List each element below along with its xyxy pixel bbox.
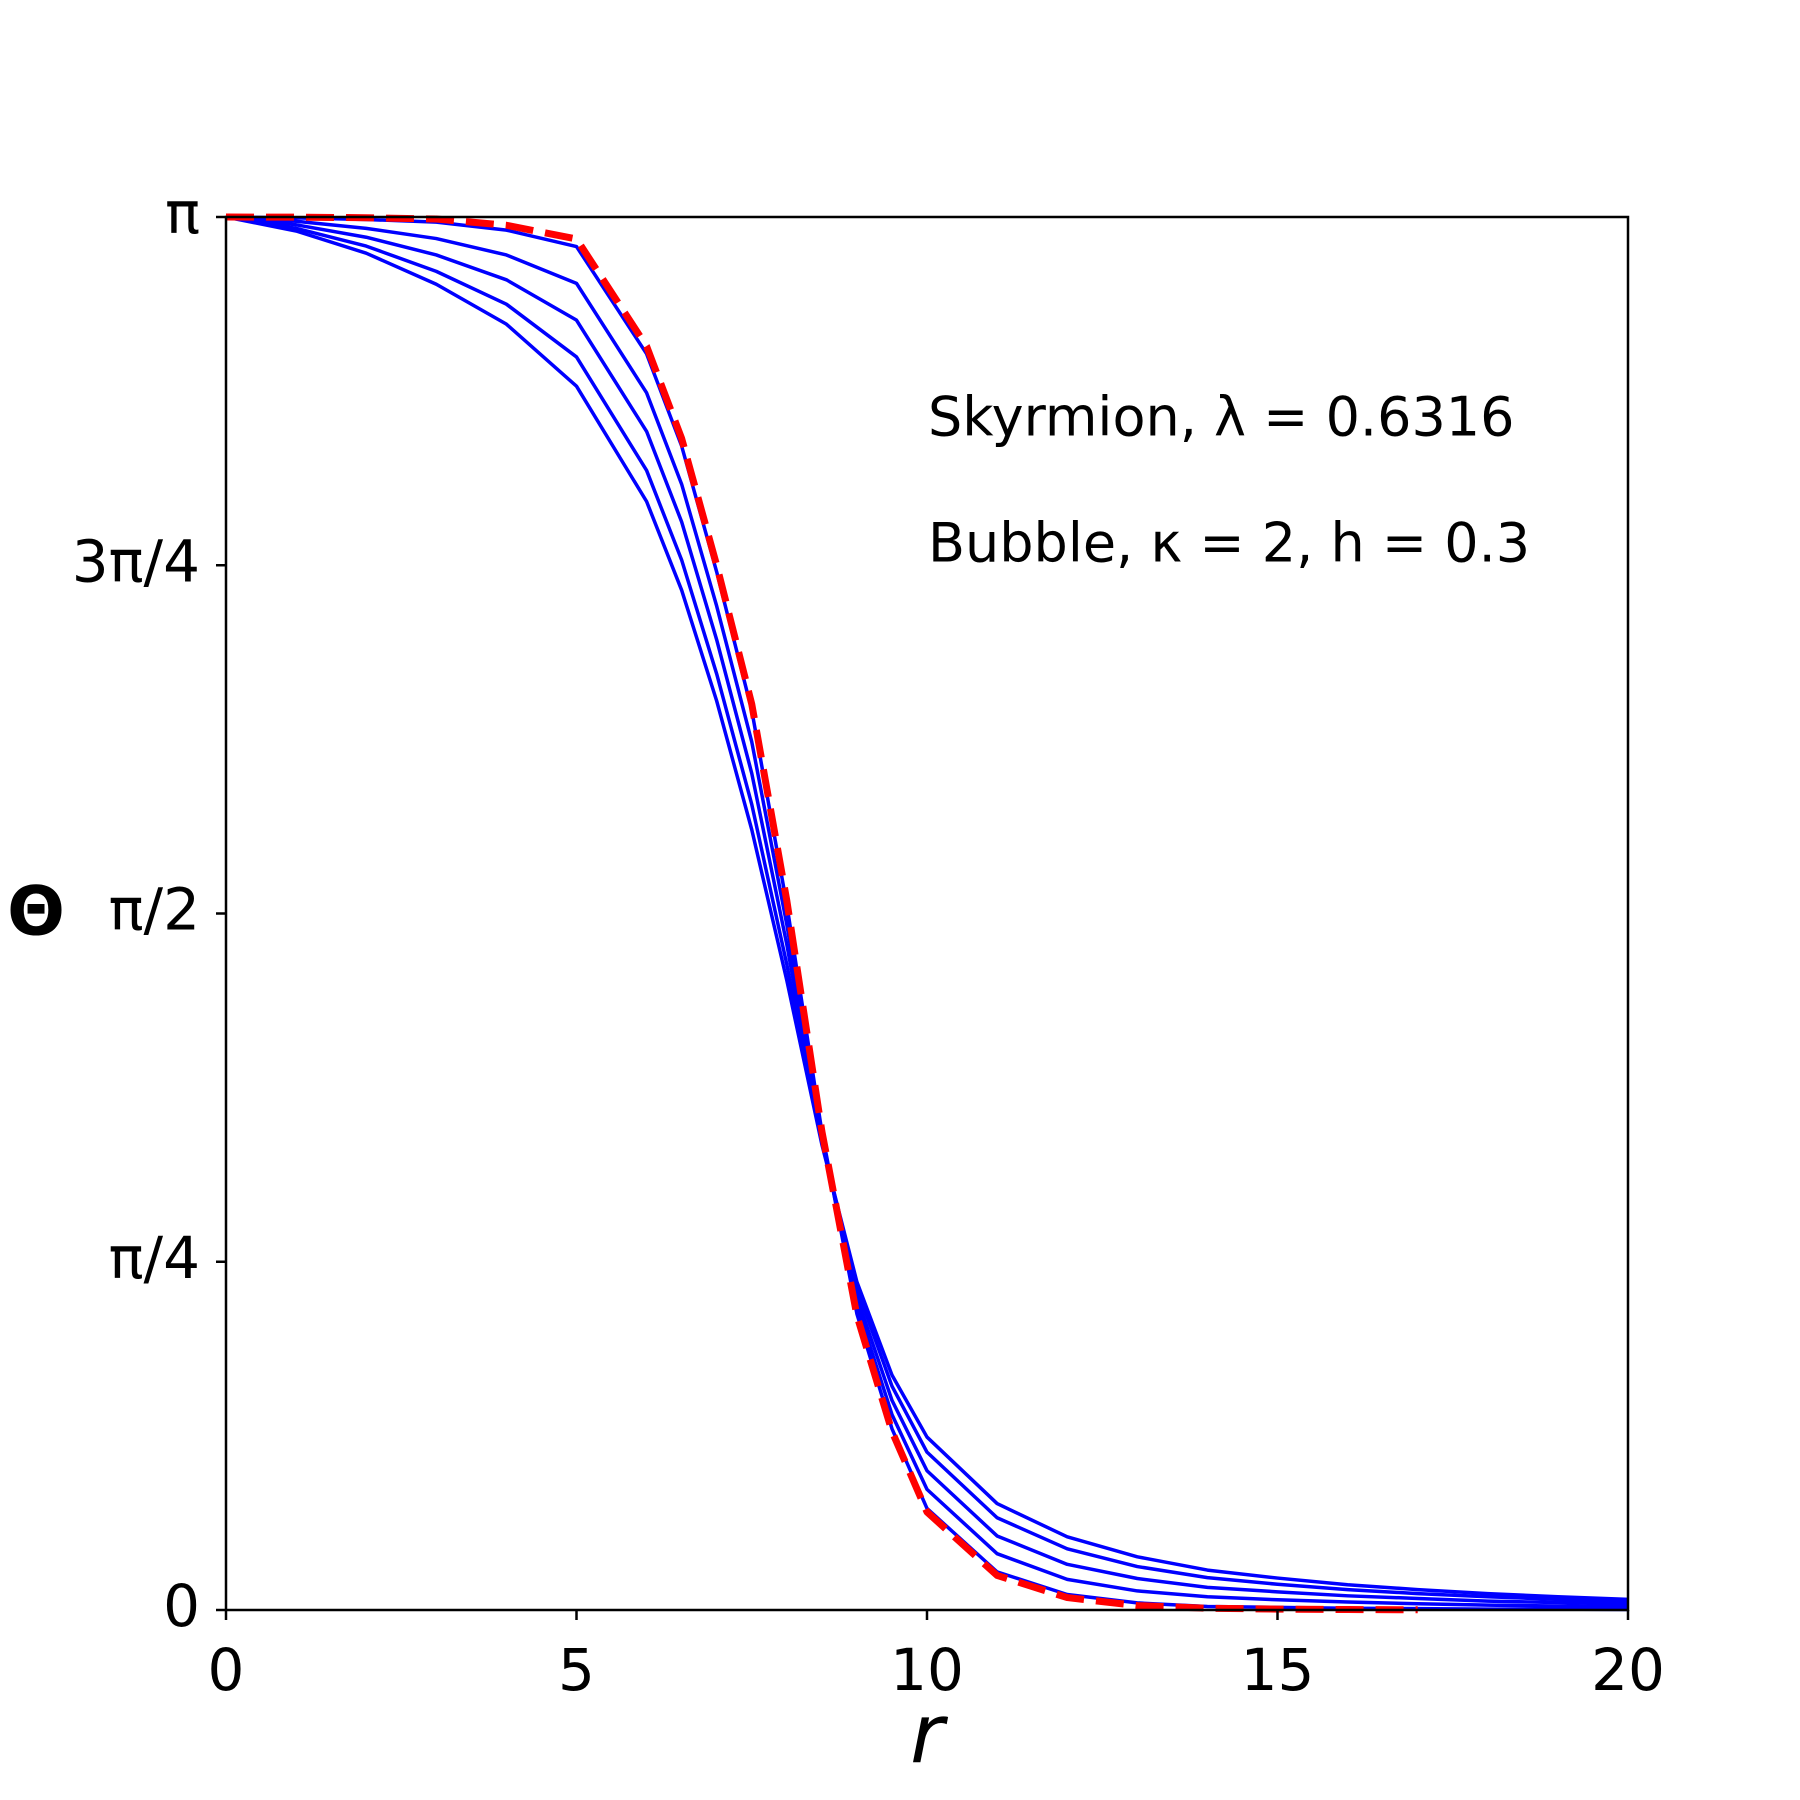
- y-tick-label: π: [165, 179, 200, 247]
- line: [225, 215, 1629, 1604]
- annotation: Bubble, κ = 2, h = 0.3: [928, 512, 1530, 575]
- line: [225, 213, 1418, 1614]
- y-tick-label: 0: [163, 1572, 200, 1640]
- y-tick-label: π/2: [109, 876, 200, 944]
- y-axis-label: Θ: [7, 873, 65, 952]
- x-tick-label: 15: [1241, 1636, 1315, 1704]
- x-tick-label: 20: [1591, 1636, 1665, 1704]
- x-tick-label: 10: [890, 1636, 964, 1704]
- line: [225, 215, 1629, 1602]
- x-tick-label: 0: [208, 1636, 245, 1704]
- annotation: Skyrmion, λ = 0.6316: [928, 386, 1515, 449]
- y-tick-label: 3π/4: [72, 527, 200, 595]
- y-tick-label: π/4: [109, 1224, 200, 1292]
- x-axis-label: r: [910, 1687, 948, 1782]
- x-tick-label: 5: [558, 1636, 595, 1704]
